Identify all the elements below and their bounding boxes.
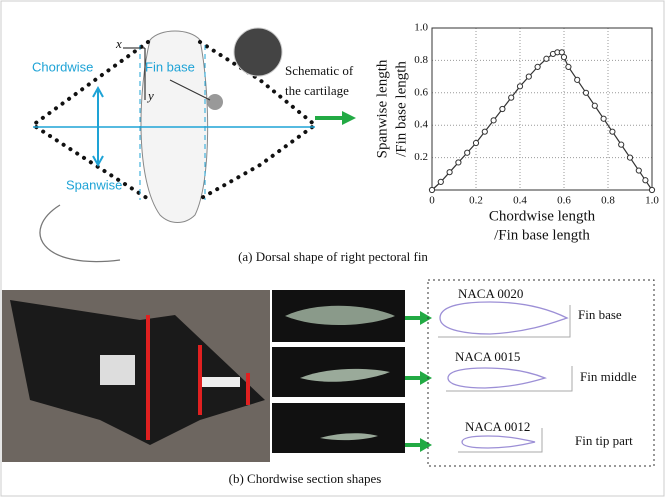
x-tick-label: 0	[429, 195, 435, 207]
data-point	[575, 77, 580, 82]
x-tick-label: 0.6	[557, 195, 571, 207]
data-point	[465, 150, 470, 155]
y-axis-label: /Fin base length	[393, 61, 409, 157]
data-point	[526, 74, 531, 79]
section-location: Fin base	[578, 307, 622, 322]
cartilage-spot	[207, 94, 223, 110]
data-point	[561, 55, 566, 60]
data-point	[643, 178, 648, 183]
caption: (b) Chordwise section shapes	[229, 471, 382, 486]
label: Spanwise	[66, 177, 122, 192]
section-profile: NACA 0020	[458, 286, 523, 301]
data-point	[438, 179, 443, 184]
data-point	[517, 84, 522, 89]
data-point	[491, 118, 496, 123]
data-point	[592, 103, 597, 108]
y-tick-label: 0.6	[414, 86, 428, 98]
data-point	[429, 187, 434, 192]
label: the cartilage	[285, 83, 349, 98]
section-location: Fin middle	[580, 369, 637, 384]
ruler	[200, 377, 240, 387]
caption: (a) Dorsal shape of right pectoral fin	[238, 249, 428, 264]
data-point	[544, 56, 549, 61]
data-point	[500, 106, 505, 111]
y-tick-label: 0.4	[414, 119, 428, 131]
y-axis-label: Spanwise length	[374, 59, 390, 158]
data-point	[482, 129, 487, 134]
paper-tag	[100, 355, 135, 385]
data-point	[456, 160, 461, 165]
y-tick-label: 0.2	[414, 151, 428, 163]
x-tick-label: 0.4	[513, 195, 527, 207]
section-profile: NACA 0015	[455, 349, 520, 364]
label: Chordwise	[32, 59, 93, 74]
label: Fin base	[145, 59, 195, 74]
data-point	[447, 170, 452, 175]
section-profile: NACA 0012	[465, 419, 530, 434]
label: x	[115, 36, 122, 51]
data-point	[601, 116, 606, 121]
label: y	[146, 88, 154, 103]
data-point	[535, 64, 540, 69]
data-point	[627, 155, 632, 160]
y-tick-label: 0.8	[414, 54, 428, 66]
page: Chordwise Spanwise Fin base Schematic of…	[0, 0, 665, 497]
x-tick-label: 0.8	[601, 195, 615, 207]
data-point	[610, 129, 615, 134]
x-axis-label: Chordwise length	[489, 208, 596, 224]
data-point	[636, 168, 641, 173]
figure: Chordwise Spanwise Fin base Schematic of…	[0, 0, 665, 497]
ct-image	[272, 403, 405, 453]
cartilage-schematic	[234, 28, 282, 76]
data-point	[583, 90, 588, 95]
x-axis-label: /Fin base length	[494, 227, 590, 243]
data-point	[619, 142, 624, 147]
label: Schematic of	[285, 63, 354, 78]
data-point	[566, 64, 571, 69]
y-tick-label: 1.0	[414, 22, 428, 34]
data-point	[473, 140, 478, 145]
section-location: Fin tip part	[575, 433, 633, 448]
x-tick-label: 1.0	[645, 195, 659, 207]
x-tick-label: 0.2	[469, 195, 483, 207]
data-point	[509, 95, 514, 100]
data-point	[649, 187, 654, 192]
